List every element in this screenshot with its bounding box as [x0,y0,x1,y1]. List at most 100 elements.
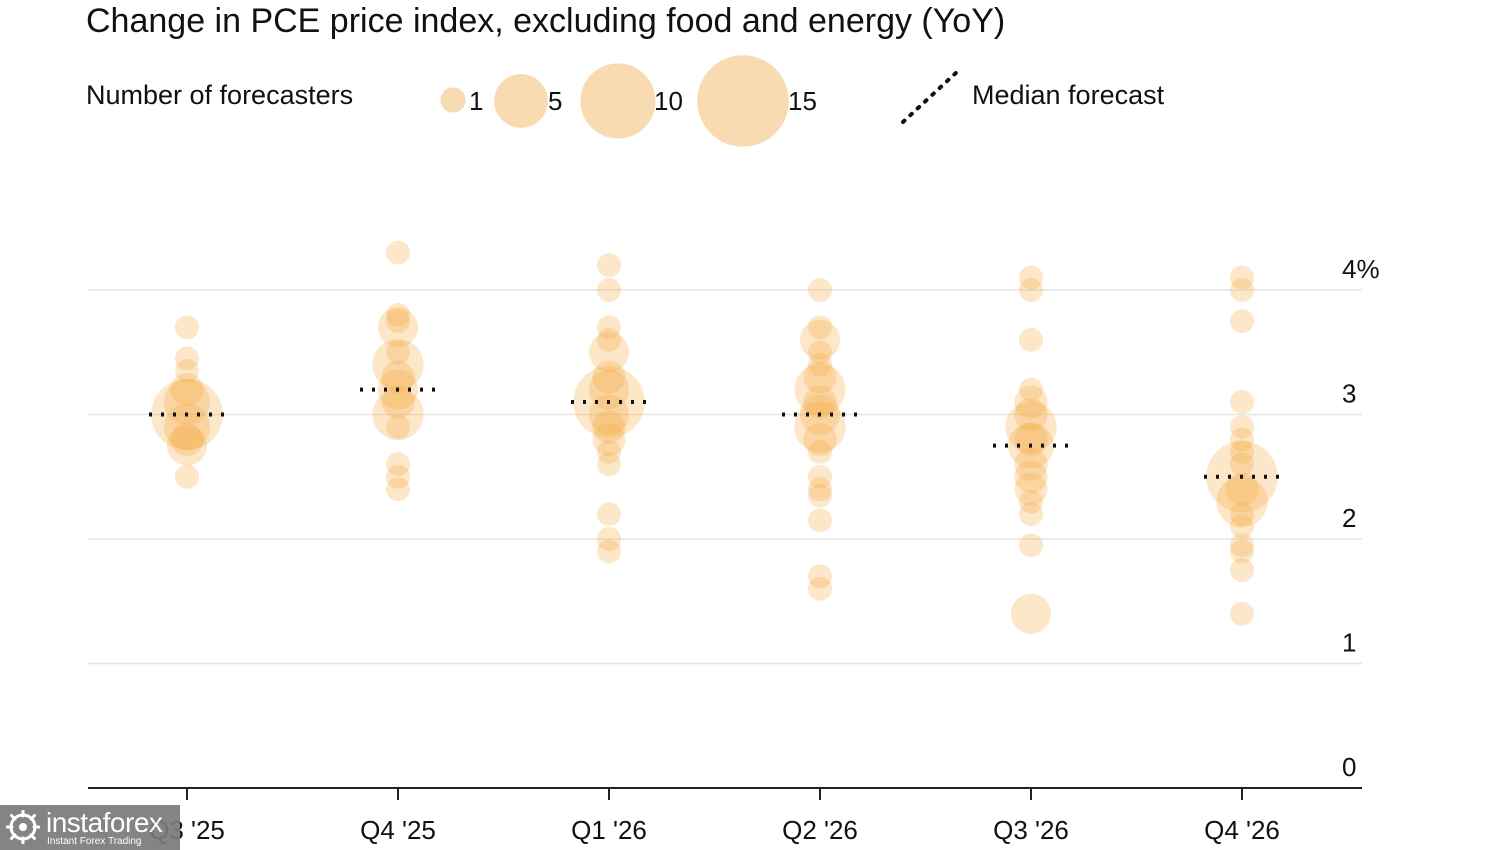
data-point [1019,502,1043,527]
legend-size-bubbles [440,55,789,147]
data-point [1230,514,1254,539]
data-point [372,339,424,391]
data-point [597,278,621,302]
data-point [808,464,832,489]
y-tick-label: 1 [1342,628,1356,658]
y-tick-labels: 0 1 2 3 4% [1342,254,1380,782]
data-point [597,253,621,278]
data-point [175,315,199,340]
data-point [803,385,837,419]
data-point [808,278,832,302]
y-tick-label: 0 [1342,752,1356,782]
data-point [1216,476,1268,528]
data-point [1019,377,1043,402]
data-point [592,410,626,444]
watermark-tagline: Instant Forex Trading [47,836,142,847]
data-point [808,352,832,377]
data-point [1230,558,1254,583]
data-point [381,385,415,419]
data-point [386,464,410,489]
data-point [1230,533,1254,558]
data-point [1014,385,1048,419]
data-point [1230,265,1254,290]
legend-bubble-5 [494,74,548,128]
data-point [808,483,832,508]
data-point [803,422,837,456]
data-point [1230,452,1254,477]
data-point [386,240,410,265]
data-point [597,452,621,477]
data-point [1010,593,1052,634]
data-point [175,464,199,489]
data-point [1230,390,1254,415]
data-point [794,364,846,416]
legend-median-line [901,69,960,124]
y-tick-label: 4% [1342,254,1380,284]
x-tick-label: Q4 '26 [1204,815,1280,845]
data-point [1230,414,1254,439]
watermark-name: instaforex [46,807,163,838]
data-point [1014,397,1048,432]
data-point [1019,533,1043,558]
data-point [170,373,204,407]
data-point [1019,489,1043,514]
legend-size-5-label: 5 [548,86,563,116]
data-point [588,394,630,435]
data-point [1014,460,1048,494]
data-point [1230,502,1254,527]
instaforex-logo-icon [6,810,40,844]
data-point [1230,427,1254,452]
data-point [386,414,410,439]
x-tick-label: Q3 '26 [993,815,1069,845]
data-point [1014,447,1048,481]
data-point [1005,401,1057,453]
y-tick-label: 3 [1342,379,1356,409]
data-point [1225,472,1259,506]
data-point [808,576,832,601]
data-point [386,477,410,502]
data-point [166,425,208,466]
data-point [1019,327,1043,352]
data-point [386,302,410,327]
legend-size-1-label: 1 [469,86,484,116]
data-point [803,360,837,394]
forecast-bubbles [151,240,1278,634]
data-point [175,346,199,371]
data-point [808,315,832,340]
data-point [1230,278,1254,302]
x-tick-label: Q4 '25 [360,815,436,845]
data-point [588,332,630,373]
data-point [592,360,626,394]
legend-median-label: Median forecast [972,80,1165,110]
data-point [386,452,410,477]
legend-bubble-1 [440,87,466,113]
legend-size-10-label: 10 [654,86,683,116]
x-tick-labels: Q3 '25 Q4 '25 Q1 '26 Q2 '26 Q3 '26 Q4 '26 [149,815,1280,845]
data-point [592,422,626,456]
data-point [170,422,204,456]
x-tick-label: Q1 '26 [571,815,647,845]
data-point [1230,309,1254,334]
data-point [588,369,630,410]
legend-size-label: Number of forecasters [86,80,354,110]
data-point [597,327,621,352]
data-point [1019,278,1043,302]
data-point [386,309,410,334]
data-point [597,315,621,340]
data-point [1230,439,1254,464]
y-tick-label: 2 [1342,503,1356,533]
data-point [808,477,832,502]
data-point [1019,265,1043,290]
legend-bubble-10 [580,63,656,139]
data-point [597,502,621,527]
data-point [597,539,621,564]
data-point [597,527,621,551]
data-point [808,340,832,365]
x-tick-label: Q2 '26 [782,815,858,845]
data-point [377,307,419,348]
data-point [386,340,410,365]
data-point [1230,601,1254,626]
median-markers [149,387,1282,479]
data-point [597,439,621,464]
